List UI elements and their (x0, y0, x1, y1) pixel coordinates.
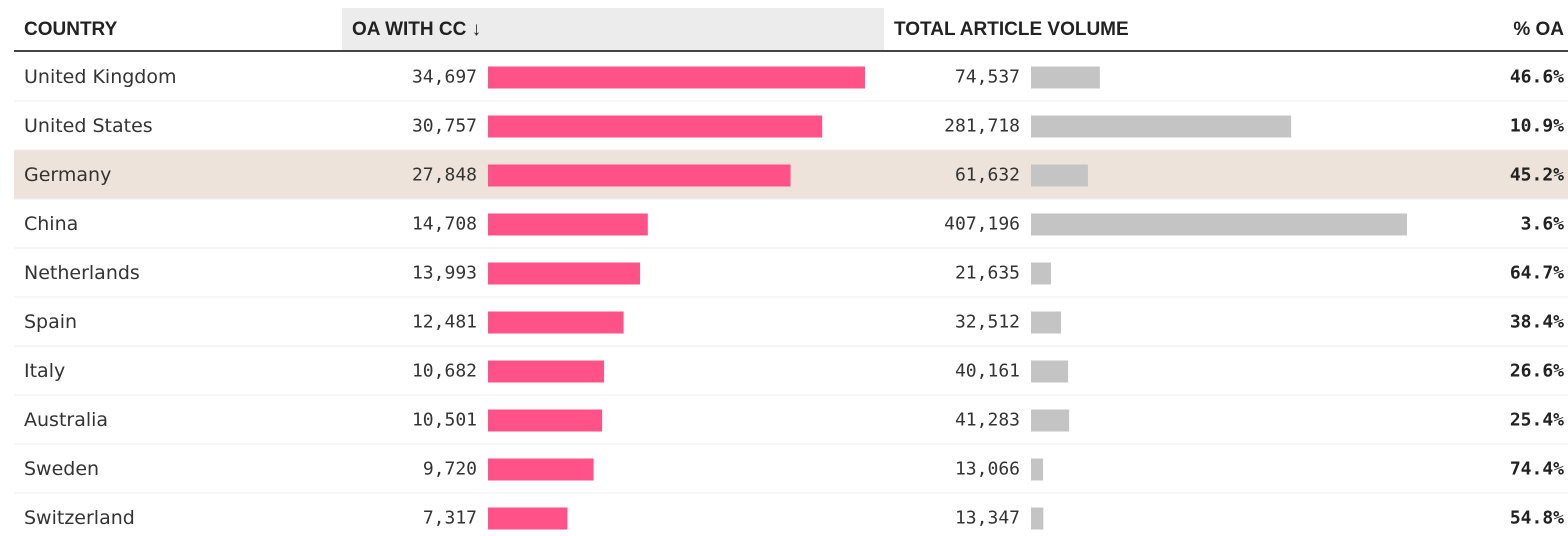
country-name: Italy (24, 360, 65, 382)
oa-value: 34,697 (412, 67, 477, 88)
volume-value: 41,283 (955, 410, 1020, 431)
pct-value: 25.4% (1510, 410, 1564, 431)
country-name: United Kingdom (24, 66, 177, 88)
oa-value: 7,317 (423, 508, 477, 529)
pct-value: 45.2% (1510, 165, 1564, 186)
pct-value: 74.4% (1510, 459, 1564, 480)
sorted-column-header[interactable] (342, 8, 884, 50)
pct-value: 46.6% (1510, 67, 1564, 88)
country-name: United States (24, 115, 153, 137)
oa-bar (488, 409, 603, 432)
volume-bar (1031, 213, 1407, 236)
column-header[interactable]: OA WITH CC ↓ (352, 19, 481, 40)
volume-bar (1031, 360, 1069, 383)
volume-bar (1031, 262, 1051, 285)
volume-bar (1031, 66, 1100, 89)
pct-value: 54.8% (1510, 508, 1564, 529)
volume-bar (1031, 115, 1292, 138)
country-name: Germany (24, 164, 111, 186)
country-name: Netherlands (24, 262, 140, 284)
country-name: China (24, 213, 78, 235)
volume-bar (1031, 164, 1088, 187)
volume-bar (1031, 458, 1044, 481)
oa-value: 10,501 (412, 410, 477, 431)
pct-value: 3.6% (1521, 214, 1565, 235)
country-name: Sweden (24, 458, 99, 480)
oa-value: 14,708 (412, 214, 477, 235)
column-header[interactable]: COUNTRY (24, 19, 118, 40)
pct-value: 38.4% (1510, 312, 1564, 333)
pct-value: 64.7% (1510, 263, 1564, 284)
oa-bar (488, 66, 865, 89)
oa-value: 13,993 (412, 263, 477, 284)
pct-value: 10.9% (1510, 116, 1564, 137)
oa-value: 10,682 (412, 361, 477, 382)
oa-value: 9,720 (423, 459, 477, 480)
column-header[interactable]: TOTAL ARTICLE VOLUME (894, 19, 1129, 40)
volume-bar (1031, 409, 1070, 432)
row-highlight (14, 150, 1568, 199)
column-header[interactable]: % OA (1513, 19, 1564, 40)
oa-bar (488, 458, 594, 481)
volume-value: 40,161 (955, 361, 1020, 382)
pct-value: 26.6% (1510, 361, 1564, 382)
oa-bar (488, 262, 641, 285)
volume-bar (1031, 507, 1044, 530)
volume-value: 13,347 (955, 508, 1020, 529)
oa-value: 30,757 (412, 116, 477, 137)
country-name: Switzerland (24, 507, 135, 529)
oa-bar (488, 164, 791, 187)
volume-value: 32,512 (955, 312, 1020, 333)
volume-value: 13,066 (955, 459, 1020, 480)
oa-bar (488, 360, 605, 383)
volume-bar (1031, 311, 1062, 334)
oa-bar (488, 213, 648, 236)
oa-bar (488, 507, 568, 530)
volume-value: 21,635 (955, 263, 1020, 284)
oa-bar (488, 115, 823, 138)
oa-bar (488, 311, 624, 334)
country-name: Australia (24, 409, 108, 431)
country-name: Spain (24, 311, 77, 333)
oa-value: 12,481 (412, 312, 477, 333)
volume-value: 61,632 (955, 165, 1020, 186)
oa-value: 27,848 (412, 165, 477, 186)
volume-value: 281,718 (944, 116, 1020, 137)
volume-value: 74,537 (955, 67, 1020, 88)
volume-value: 407,196 (944, 214, 1020, 235)
